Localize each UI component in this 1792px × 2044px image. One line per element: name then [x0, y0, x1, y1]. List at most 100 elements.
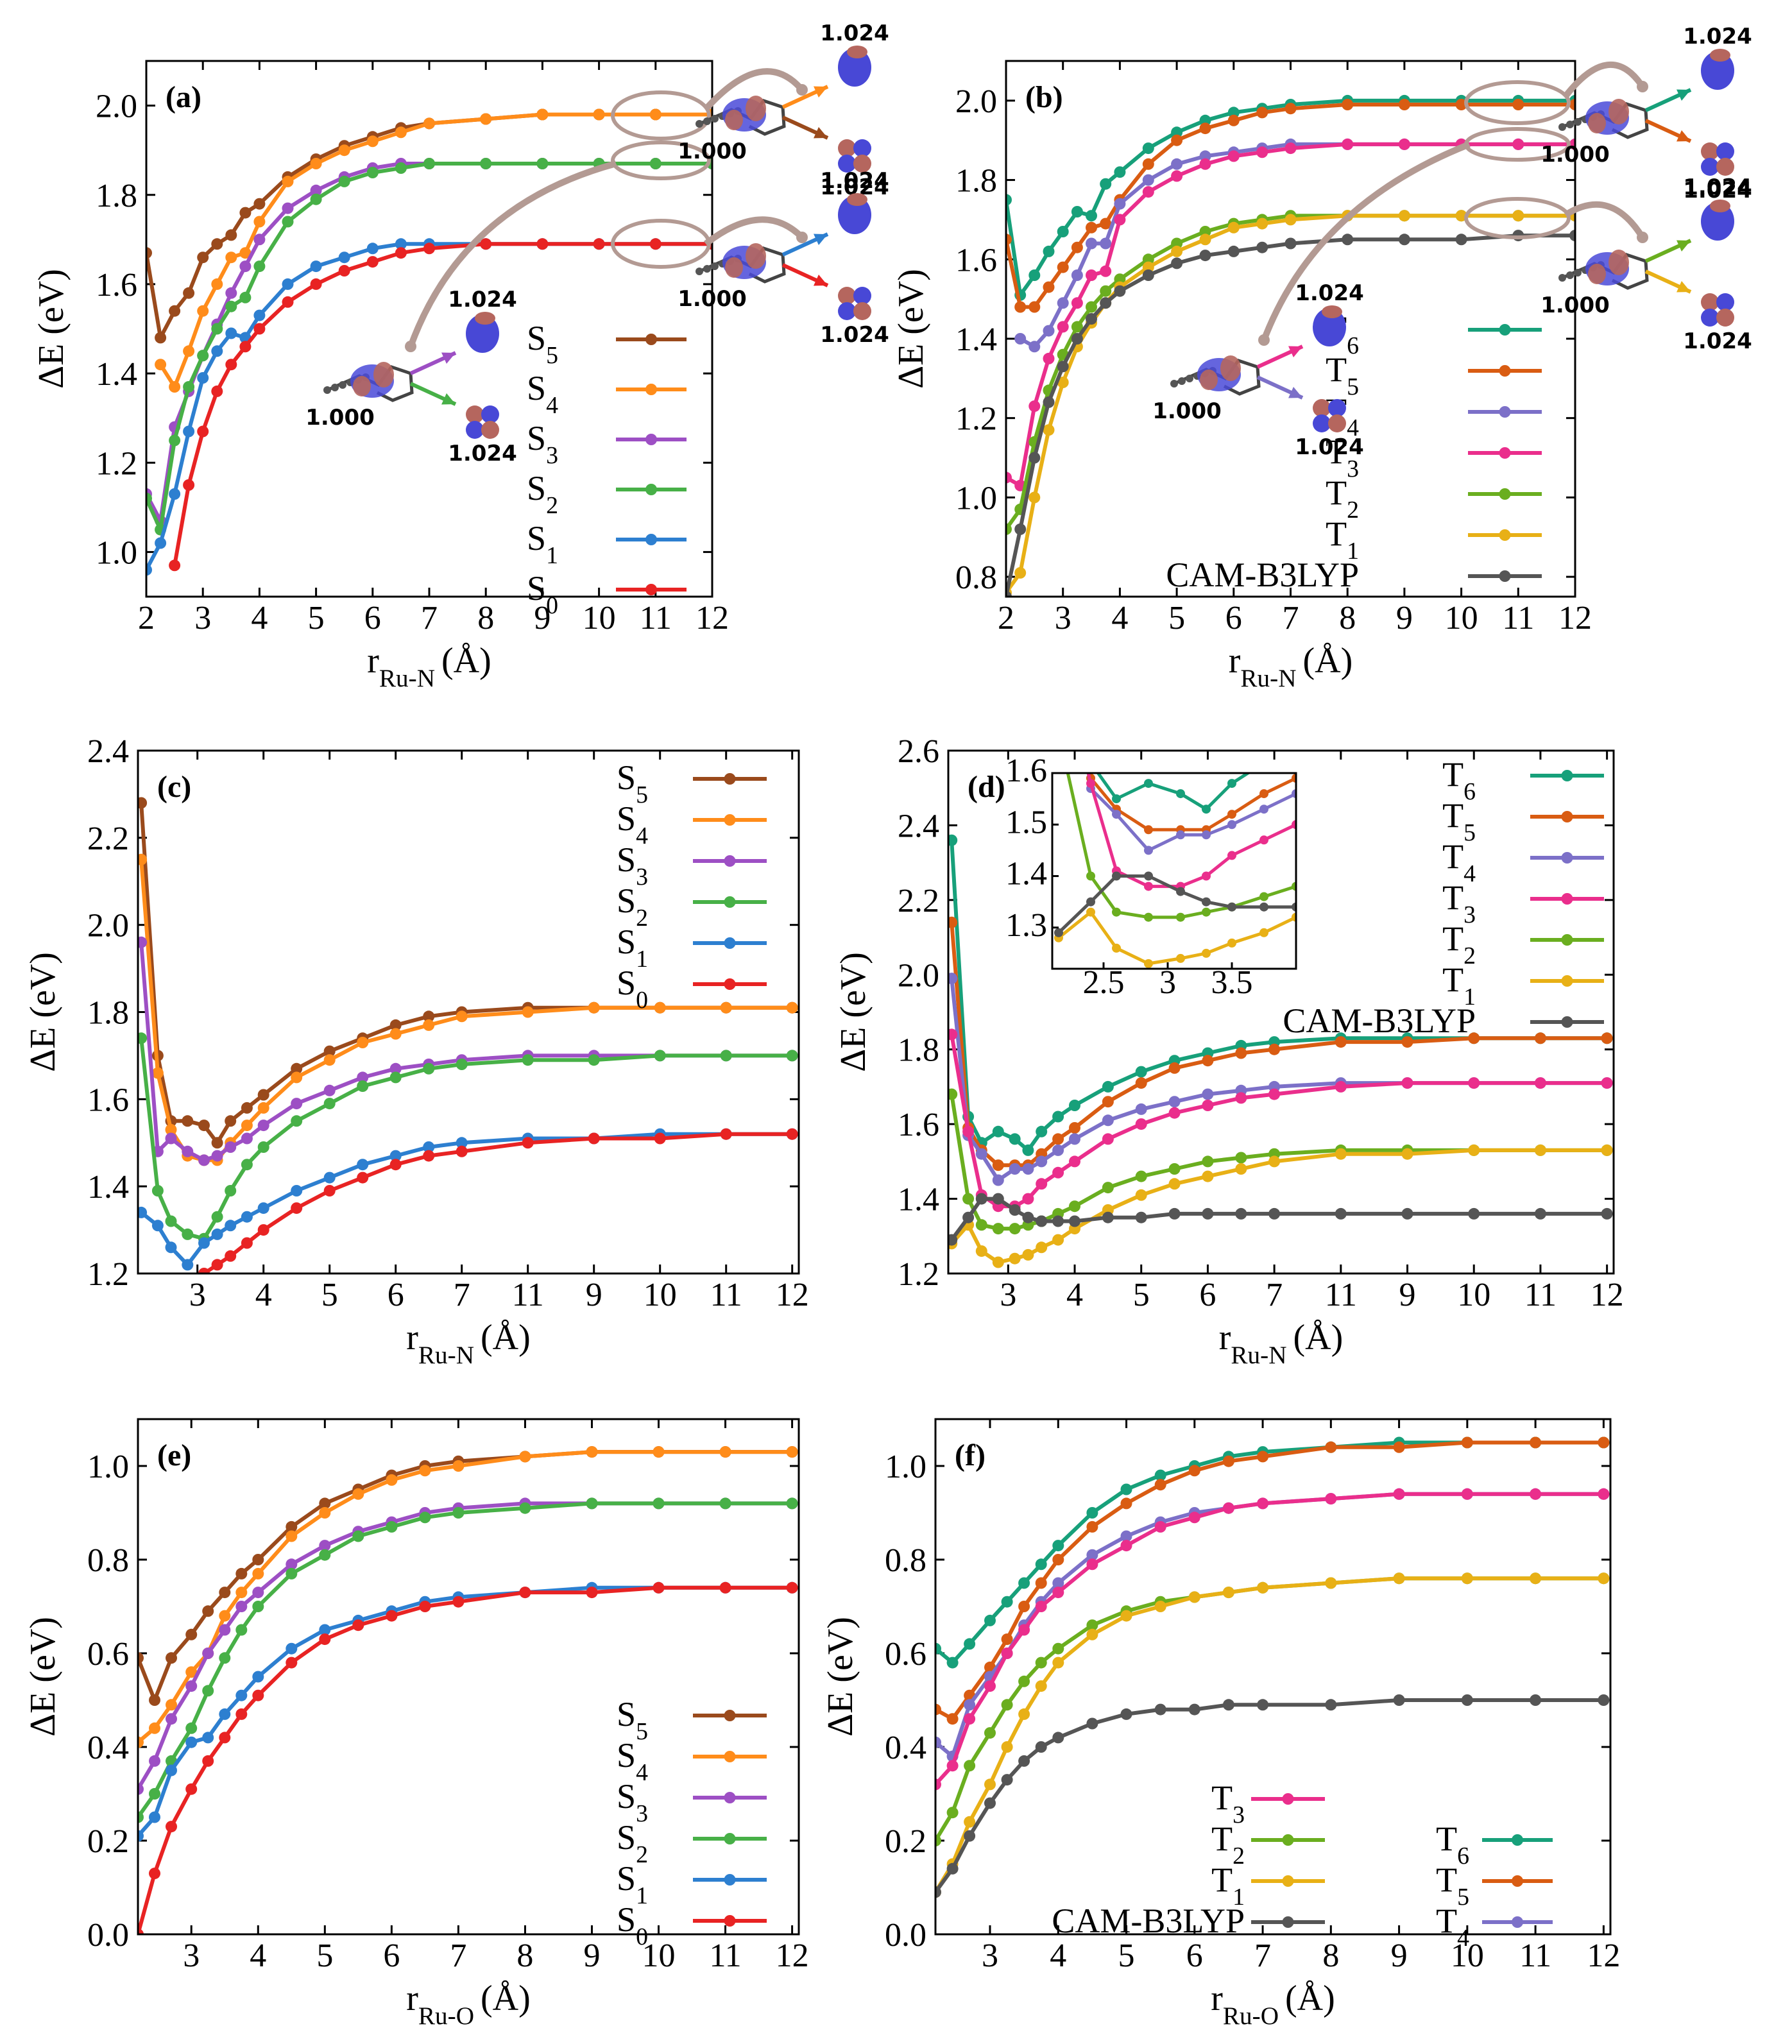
data-point-T5: [935, 1703, 941, 1716]
x-tick-label: 6: [1225, 600, 1242, 636]
data-point-T1: [1393, 1572, 1405, 1585]
inset-series-group: [1054, 758, 1296, 968]
data-point-S0: [386, 1610, 398, 1622]
orbital-lobe: [1701, 202, 1734, 241]
data-point-T3: [1325, 1493, 1337, 1505]
data-point-CAM: [1036, 1215, 1048, 1227]
data-point-T3: [1227, 150, 1240, 162]
acceptor-occupation: 1.024: [448, 441, 517, 466]
series-line-T1: [1006, 214, 1575, 594]
data-point-T3: [1043, 352, 1055, 364]
data-point-S5: [225, 1115, 237, 1127]
data-point-T4: [1114, 198, 1126, 210]
arrowhead: [1677, 240, 1691, 251]
data-point-CAM: [1468, 1207, 1480, 1220]
orbital-icon: [1313, 399, 1346, 432]
series-line-CAM: [950, 1197, 1607, 1241]
data-point-S2: [165, 1215, 177, 1227]
legend-label-T5: T5: [1436, 1861, 1469, 1911]
data-point-S5: [323, 1045, 336, 1057]
data-point-T5: [1257, 1451, 1269, 1463]
data-point-T1: [992, 1256, 1004, 1268]
data-point-S5: [138, 1652, 144, 1664]
data-point-S2: [423, 1062, 435, 1075]
data-point-S0: [338, 265, 350, 277]
data-point-T1: [1335, 1148, 1347, 1160]
data-point-T2: [1114, 273, 1126, 285]
data-point-S1: [155, 537, 167, 549]
legend-marker-T6: [1512, 1834, 1523, 1846]
data-point-S3: [165, 1132, 177, 1145]
x-tick-label: 12: [776, 1938, 809, 1974]
data-point-S5: [319, 1497, 331, 1510]
legend-label-S2-main: S: [617, 1818, 636, 1857]
series-line-S5: [138, 1450, 792, 1702]
orbital-lobe: [725, 110, 743, 130]
data-point-T5: [1006, 234, 1012, 246]
data-point-T4: [1071, 269, 1083, 281]
data-point-T3: [1569, 138, 1575, 150]
data-point-S3: [252, 1587, 264, 1599]
acceptor-occupation: 1.024: [1683, 328, 1752, 354]
data-point-T1: [1168, 1178, 1181, 1190]
data-point-S0: [149, 1868, 160, 1880]
data-point-T5: [1018, 1601, 1030, 1612]
inset-point-CAM: [1202, 897, 1211, 907]
data-point-S4: [235, 1587, 248, 1599]
data-point-S5: [185, 1628, 198, 1640]
data-point-CAM: [1071, 333, 1083, 345]
legend-label-T5-sub: 5: [1463, 819, 1476, 846]
data-point-S2: [146, 492, 152, 504]
data-point-T4: [1100, 237, 1112, 250]
inset-point-CAM: [1176, 887, 1185, 896]
x-tick-label: 12: [1587, 1938, 1620, 1974]
legend-marker-S3: [724, 855, 736, 867]
data-point-T5: [1569, 99, 1575, 110]
acceptor-occupation: 1.024: [820, 21, 889, 46]
legend-label-T6-main: T: [1442, 755, 1463, 794]
data-point-T1: [1135, 1189, 1147, 1201]
y-tick-label: 0.4: [87, 1730, 129, 1766]
data-point-CAM: [1199, 250, 1211, 262]
inset-point-T5: [1227, 810, 1236, 819]
y-tick-label: 0.8: [87, 1542, 129, 1579]
x-tick-label: 6: [1186, 1938, 1203, 1974]
data-point-S5: [202, 1605, 214, 1617]
data-point-T3: [1284, 142, 1297, 155]
legend-label-CAM-main: CAM-B3LYP: [1283, 1001, 1476, 1040]
data-point-T3: [1069, 1155, 1080, 1168]
data-point-S4: [219, 1610, 231, 1622]
y-tick-label: 2.0: [96, 89, 137, 125]
orbital-lobe: [1322, 305, 1342, 318]
curved-arrow-tip: [1637, 232, 1648, 243]
orbital-lobe: [853, 155, 871, 173]
legend-label-S5-main: S: [527, 319, 546, 357]
series-line-T2: [935, 1576, 1604, 1842]
data-point-T4: [1135, 1103, 1147, 1115]
data-point-CAM: [1043, 396, 1055, 408]
data-point-CAM: [984, 1797, 996, 1809]
inset-point-CAM: [1227, 902, 1236, 912]
data-point-T5: [946, 1713, 959, 1725]
legend-marker-S1: [724, 937, 736, 949]
data-point-S3: [185, 1680, 198, 1692]
data-point-T3: [1598, 1488, 1610, 1500]
data-point-S5: [166, 1652, 177, 1664]
legend-label-S1-main: S: [617, 1859, 636, 1898]
legend-marker-CAM: [1282, 1916, 1294, 1928]
data-point-T3: [1401, 1077, 1413, 1089]
panel-c: 3 4 5 6 7 11 9 10 11 121.21.41.61.82.02.22.4(c)rR…: [23, 733, 809, 1369]
inset-point-T6: [1259, 758, 1268, 767]
data-point-CAM: [1006, 591, 1012, 597]
data-point-T1: [984, 1778, 996, 1791]
data-point-S3: [235, 1601, 248, 1612]
x-tick-label: 11: [640, 600, 672, 636]
inset-point-CAM: [1259, 902, 1268, 912]
orbital-lobe: [481, 421, 499, 439]
legend-marker-S4: [645, 384, 657, 395]
x-tick-label: 9: [534, 600, 550, 636]
y-axis-label: ΔE (eV): [23, 952, 63, 1072]
arrowhead: [814, 127, 828, 139]
data-point-S0: [239, 341, 252, 353]
